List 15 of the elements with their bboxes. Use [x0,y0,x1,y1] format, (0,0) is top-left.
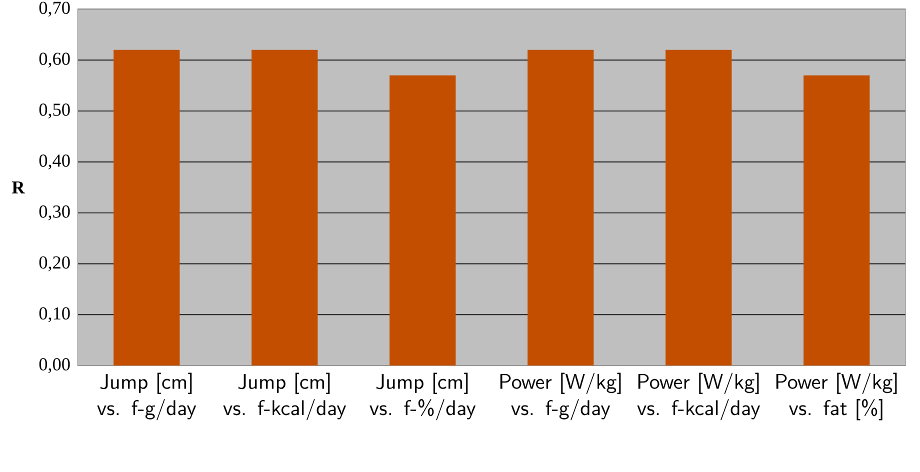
x-tick-label: Jump [cm] vs. f-%/day [370,372,476,420]
x-tick-label: Power [W/kg] vs. fat [%] [776,372,897,420]
y-tick-label: 0,60 [39,52,70,68]
x-tick-label: Power [W/kg] vs. f-g/day [500,372,621,420]
x-tick-label: Power [W/kg] vs. f-kcal/day [637,372,760,420]
y-tick-label: 0,70 [39,2,70,17]
x-tick-label: Jump [cm] vs. f-g/day [97,372,196,420]
y-tick-label: 0,10 [39,307,70,322]
y-tick-label: 0,30 [39,205,70,220]
y-tick-label: 0,20 [39,256,70,272]
y-tick-label: 0,00 [39,358,70,374]
x-tick-label: Jump [cm] vs. f-kcal/day [223,372,346,420]
y-tick-label: 0,40 [39,154,70,170]
y-tick-label: 0,50 [39,104,70,118]
y-axis-title: R [12,181,25,194]
